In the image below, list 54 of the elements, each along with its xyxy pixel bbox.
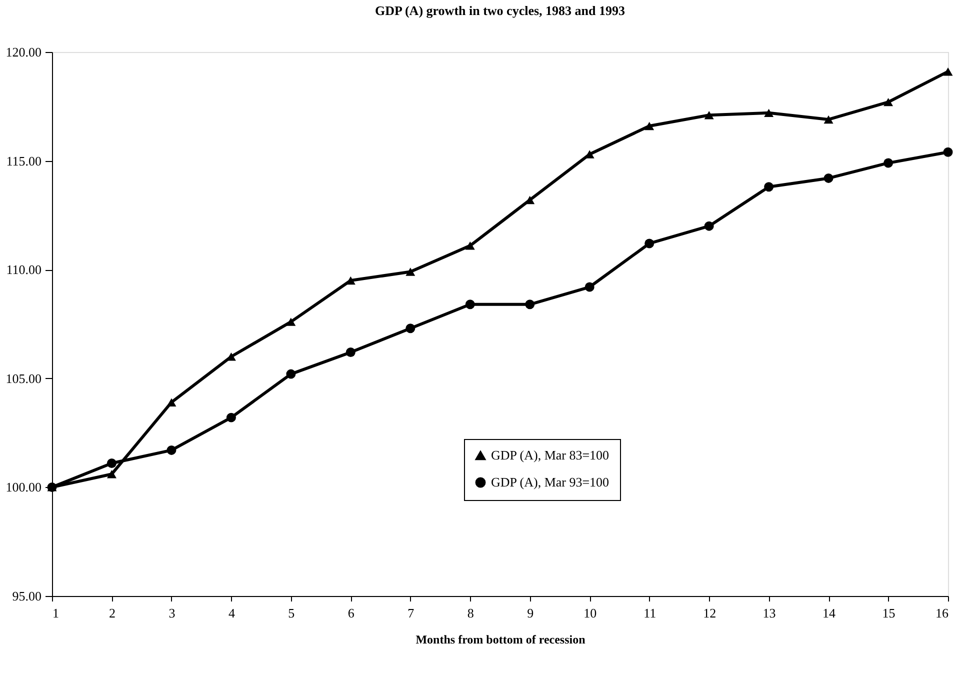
- x-tick-label: 2: [108, 606, 116, 620]
- point: [226, 412, 236, 422]
- x-tick-label: 12: [703, 606, 716, 620]
- x-tick-label: 7: [408, 606, 415, 620]
- point: [644, 238, 654, 248]
- x-tick-label: 11: [644, 606, 656, 620]
- point: [584, 282, 594, 292]
- point: [166, 398, 176, 406]
- y-tick-label: 105.00: [6, 370, 42, 386]
- x-tick-label: 14: [822, 606, 836, 620]
- point: [943, 147, 953, 157]
- point: [286, 318, 296, 326]
- point: [465, 300, 475, 310]
- x-tick-label: 16: [936, 606, 949, 620]
- point: [465, 242, 475, 250]
- x-tick-label: 3: [168, 606, 176, 620]
- x-tick-label: 6: [348, 606, 355, 620]
- point: [644, 122, 654, 130]
- x-tick-label: 8: [467, 606, 474, 620]
- point: [943, 67, 953, 76]
- point: [884, 98, 894, 106]
- point: [884, 158, 894, 168]
- point: [525, 300, 535, 310]
- point: [704, 110, 714, 120]
- chart-title: GDP (A) growth in two cycles, 1983 and 1993: [374, 3, 626, 18]
- x-tick-label: 4: [228, 606, 236, 620]
- point: [824, 173, 834, 183]
- x-tick-label: 9: [527, 606, 534, 620]
- point: [824, 115, 834, 124]
- x-tick-label: 5: [288, 606, 295, 620]
- x-tick-label: 13: [762, 606, 776, 620]
- y-tick-label: 100.00: [6, 480, 42, 495]
- legend-label: GDP (A), Mar 83=100: [491, 448, 610, 462]
- point: [166, 445, 176, 455]
- y-tick-label: 120.00: [6, 44, 42, 60]
- point: [764, 108, 774, 118]
- x-tick-label: 10: [584, 606, 597, 620]
- x-tick-label: 15: [882, 606, 896, 620]
- point: [346, 348, 356, 358]
- y-tick-label: 95.00: [12, 588, 42, 604]
- x-tick-label: 1: [52, 606, 59, 620]
- point: [764, 182, 774, 192]
- point: [406, 268, 416, 276]
- point: [106, 470, 116, 478]
- x-axis-title: Months from bottom of recession: [416, 632, 586, 646]
- point: [525, 196, 535, 204]
- legend-label: GDP (A), Mar 93=100: [491, 474, 610, 490]
- point: [704, 221, 714, 231]
- y-tick-label: 115.00: [6, 153, 42, 168]
- point: [346, 276, 356, 285]
- point: [406, 324, 416, 334]
- point: [106, 458, 116, 468]
- y-tick-label: 110.00: [6, 262, 42, 278]
- point: [286, 369, 296, 379]
